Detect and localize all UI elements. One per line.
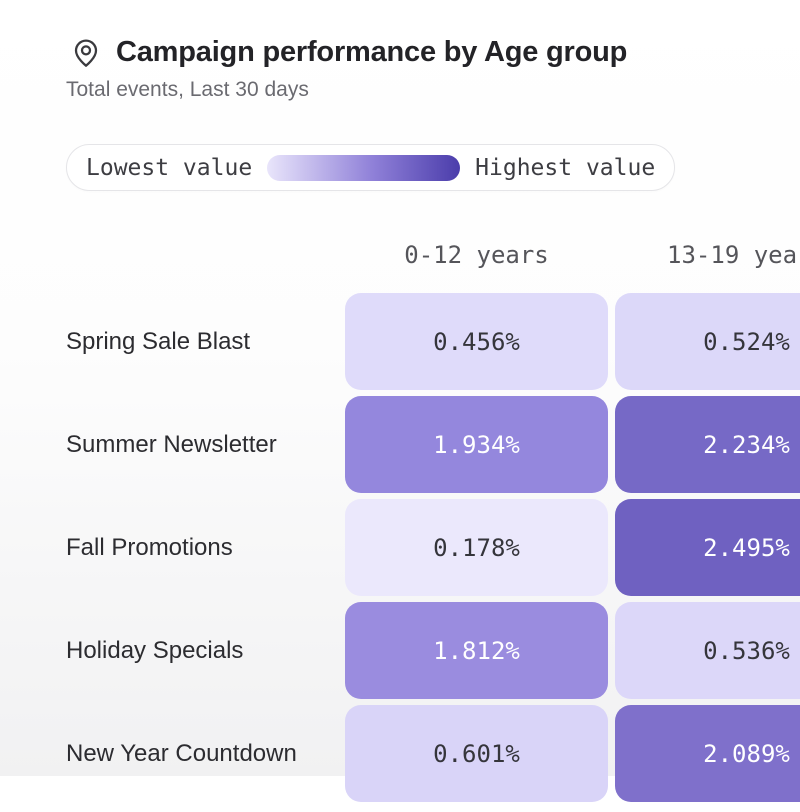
legend-gradient-bar xyxy=(267,154,461,181)
heatmap-cell[interactable]: 0.536% xyxy=(615,602,800,699)
heatmap-column-headers: 0-12 years 13-19 years xyxy=(66,240,800,270)
row-label: Spring Sale Blast xyxy=(66,327,251,355)
heatmap-cell[interactable]: 0.601% xyxy=(345,705,608,802)
heatmap-cell[interactable]: 2.495% xyxy=(615,499,800,596)
header: Campaign performance by Age group xyxy=(66,36,800,69)
map-pin-icon xyxy=(70,37,102,69)
heatmap-cell[interactable]: 0.456% xyxy=(345,293,608,390)
heatmap-row: Holiday Specials 1.812% 0.536% xyxy=(66,602,800,699)
heatmap-rows: Spring Sale Blast 0.456% 0.524% Summer News… xyxy=(66,293,800,802)
heatmap-row: Summer Newsletter 1.934% 2.234% xyxy=(66,396,800,493)
heatmap-cell[interactable]: 1.812% xyxy=(345,602,608,699)
heatmap: 0-12 years 13-19 years Spring Sale Blast 0… xyxy=(66,240,800,802)
heatmap-cell[interactable]: 2.234% xyxy=(615,396,800,493)
row-label: Holiday Specials xyxy=(66,636,244,664)
heatmap-cell[interactable]: 1.934% xyxy=(345,396,608,493)
heatmap-row: Fall Promotions 0.178% 2.495% xyxy=(66,499,800,596)
page-subtitle: Total events, Last 30 days xyxy=(66,78,309,101)
row-label: Fall Promotions xyxy=(66,533,233,561)
heatmap-cell[interactable]: 0.524% xyxy=(615,293,800,390)
row-label: New Year Countdown xyxy=(66,739,297,767)
column-header-0: 0-12 years xyxy=(404,241,549,269)
row-label: Summer Newsletter xyxy=(66,430,277,458)
heatmap-cell[interactable]: 2.089% xyxy=(615,705,800,802)
heatmap-cell[interactable]: 0.178% xyxy=(345,499,608,596)
heatmap-row: Spring Sale Blast 0.456% 0.524% xyxy=(66,293,800,390)
heatmap-card: Campaign performance by Age group Total … xyxy=(0,36,800,802)
legend-low-label: Lowest value xyxy=(86,154,253,181)
legend-high-label: Highest value xyxy=(475,154,656,181)
color-legend: Lowest value Highest value xyxy=(66,144,676,191)
page-title: Campaign performance by Age group xyxy=(116,36,628,68)
heatmap-row: New Year Countdown 0.601% 2.089% xyxy=(66,705,800,802)
column-header-1: 13-19 years xyxy=(667,241,800,269)
